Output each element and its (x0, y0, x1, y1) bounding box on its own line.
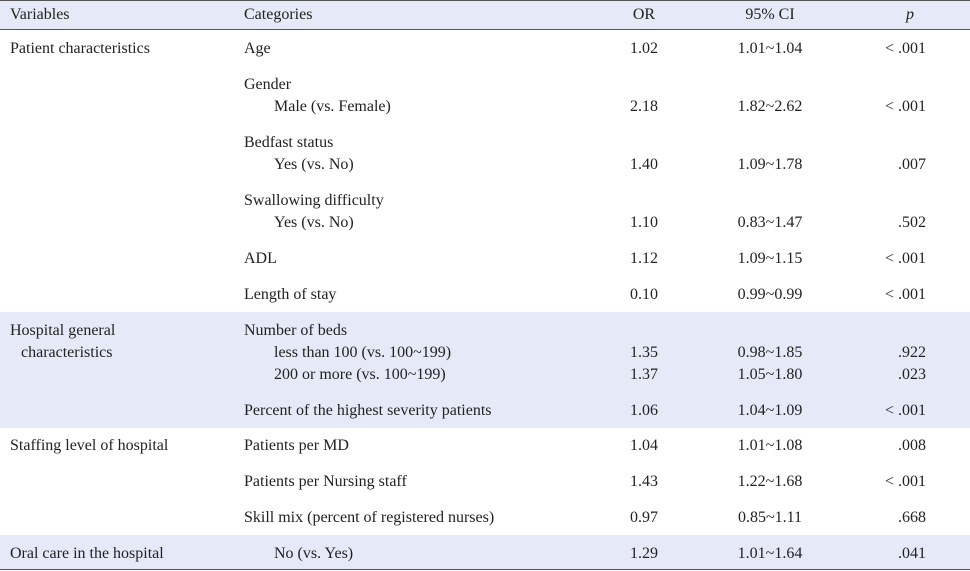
row-gender-category: Gender (244, 76, 292, 93)
group-hospital-line1: Hospital general (10, 322, 116, 339)
header-categories: Categories (244, 6, 313, 23)
row-swallow-category: Swallowing difficulty (244, 192, 384, 209)
row-nursing-ci: 1.22~1.68 (737, 473, 803, 490)
header-or: OR (632, 6, 656, 23)
row-los-ci: 0.99~0.99 (737, 286, 803, 303)
row-gender-or: 2.18 (630, 98, 658, 115)
row-severity-ci: 1.04~1.09 (737, 402, 803, 419)
row-age-category: Age (244, 40, 271, 57)
header-ci: 95% CI (745, 6, 795, 23)
group-patient: Patient characteristics (10, 40, 150, 57)
row-los-category: Length of stay (244, 286, 337, 303)
row-beds-or2: 1.37 (630, 366, 658, 383)
row-gender-p: < .001 (884, 98, 926, 115)
row-bedfast-category: Bedfast status (244, 134, 334, 151)
row-severity-category: Percent of the highest severity patients (244, 402, 492, 419)
band-oral-care (0, 535, 970, 569)
row-bedfast-sub: Yes (vs. No) (274, 156, 354, 173)
row-gender-ci: 1.82~2.62 (737, 98, 803, 115)
row-md-category: Patients per MD (244, 437, 349, 454)
row-age-ci: 1.01~1.04 (737, 40, 803, 57)
bottom-rule (0, 569, 970, 570)
row-beds-category: Number of beds (244, 322, 348, 339)
table-header (0, 0, 970, 30)
group-oral: Oral care in the hospital (10, 545, 164, 562)
row-oralcare-or: 1.29 (630, 545, 658, 562)
row-adl-category: ADL (244, 250, 277, 267)
row-swallow-ci: 0.83~1.47 (737, 214, 803, 231)
row-skill-p: .668 (898, 509, 926, 526)
row-beds-p1: .922 (898, 344, 926, 361)
row-swallow-or: 1.10 (630, 214, 658, 231)
group-staffing: Staffing level of hospital (10, 437, 169, 454)
row-beds-sub2: 200 or more (vs. 100~199) (274, 366, 446, 383)
row-los-or: 0.10 (630, 286, 658, 303)
row-oralcare-p: .041 (898, 545, 926, 562)
row-bedfast-or: 1.40 (630, 156, 658, 173)
row-beds-ci1: 0.98~1.85 (737, 344, 803, 361)
row-bedfast-p: .007 (898, 156, 926, 173)
row-adl-ci: 1.09~1.15 (737, 250, 803, 267)
row-oralcare-category: No (vs. Yes) (274, 545, 354, 562)
row-los-p: < .001 (884, 286, 926, 303)
group-hospital-line2: characteristics (21, 344, 113, 361)
row-beds-ci2: 1.05~1.80 (737, 366, 803, 383)
row-nursing-p: < .001 (884, 473, 926, 490)
row-age-or: 1.02 (630, 40, 658, 57)
row-nursing-category: Patients per Nursing staff (244, 473, 407, 490)
row-md-ci: 1.01~1.08 (737, 437, 803, 454)
row-swallow-p: .502 (898, 214, 926, 231)
row-adl-p: < .001 (884, 250, 926, 267)
row-beds-sub1: less than 100 (vs. 100~199) (274, 344, 452, 361)
row-bedfast-ci: 1.09~1.78 (737, 156, 803, 173)
header-variables: Variables (10, 6, 70, 23)
row-md-p: .008 (898, 437, 926, 454)
row-adl-or: 1.12 (630, 250, 658, 267)
header-p: p (906, 6, 914, 23)
band-hospital-general (0, 312, 970, 428)
row-severity-p: < .001 (884, 402, 926, 419)
row-skill-or: 0.97 (630, 509, 658, 526)
row-beds-or1: 1.35 (630, 344, 658, 361)
row-skill-ci: 0.85~1.11 (737, 509, 803, 526)
row-swallow-sub: Yes (vs. No) (274, 214, 354, 231)
row-beds-p2: .023 (898, 366, 926, 383)
row-oralcare-ci: 1.01~1.64 (737, 545, 803, 562)
row-severity-or: 1.06 (630, 402, 658, 419)
row-nursing-or: 1.43 (630, 473, 658, 490)
row-md-or: 1.04 (630, 437, 658, 454)
row-skill-category: Skill mix (percent of registered nurses) (244, 509, 495, 526)
row-age-p: < .001 (884, 40, 926, 57)
row-gender-sub: Male (vs. Female) (274, 98, 391, 115)
